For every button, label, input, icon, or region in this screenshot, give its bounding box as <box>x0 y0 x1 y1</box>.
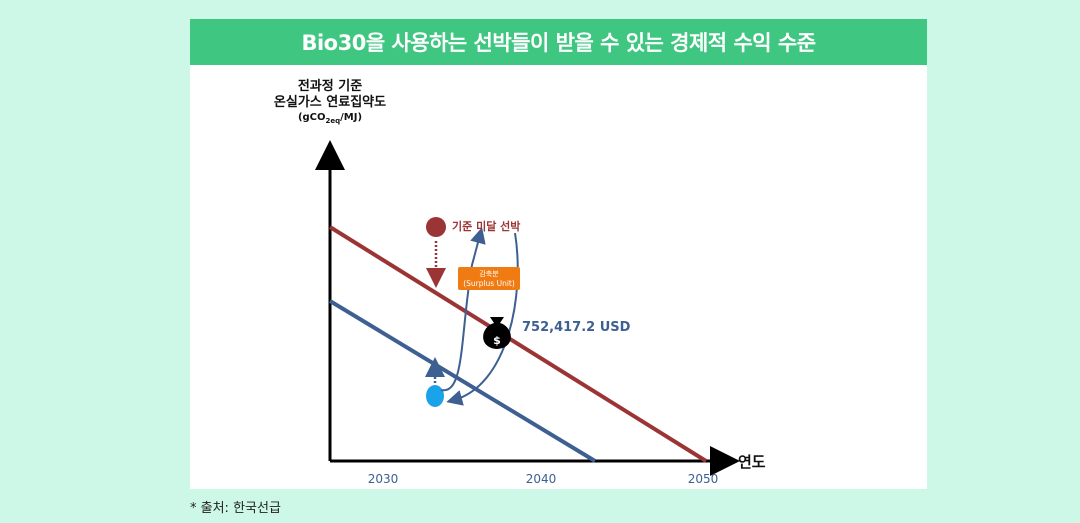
cyan-point <box>426 385 444 407</box>
chart-title: Bio30을 사용하는 선박들이 받을 수 있는 경제적 수익 수준 <box>190 19 927 65</box>
red-reference-line <box>328 225 708 463</box>
money-bag-icon: $ <box>483 317 511 349</box>
substandard-ship-label: 기준 미달 선박 <box>452 219 520 233</box>
y-axis-label: 전과정 기준 온실가스 연료집약도 (gCO2eq/MJ) <box>255 79 405 128</box>
chart-card: Bio30을 사용하는 선박들이 받을 수 있는 경제적 수익 수준 <box>190 19 927 489</box>
red-point <box>426 217 446 237</box>
downward-transfer-arrow <box>446 232 519 406</box>
source-note: * 출처: 한국선급 <box>190 501 281 516</box>
svg-text:$: $ <box>493 334 501 347</box>
y-axis-label-line1: 전과정 기준 <box>297 79 363 94</box>
upward-transfer-arrow <box>440 227 486 392</box>
y-axis-unit: (gCO2eq/MJ) <box>297 112 363 125</box>
surplus-badge-line2: (Surplus Unit) <box>463 279 515 288</box>
x-axis-label: 연도 <box>738 453 766 471</box>
x-tick-2030: 2030 <box>368 472 399 486</box>
x-tick-2040: 2040 <box>526 472 557 486</box>
surplus-badge-line1: 감축분 <box>479 269 499 278</box>
blue-reference-line <box>328 299 597 463</box>
diagram-canvas: 기준 미달 선박 감축분 (Surplus Unit) $ 752,417.2 … <box>315 140 766 486</box>
y-axis-label-line2: 온실가스 연료집약도 <box>273 95 387 110</box>
economic-value-label: 752,417.2 USD <box>522 320 631 335</box>
surplus-badge <box>458 267 520 290</box>
x-tick-2050: 2050 <box>688 472 719 486</box>
